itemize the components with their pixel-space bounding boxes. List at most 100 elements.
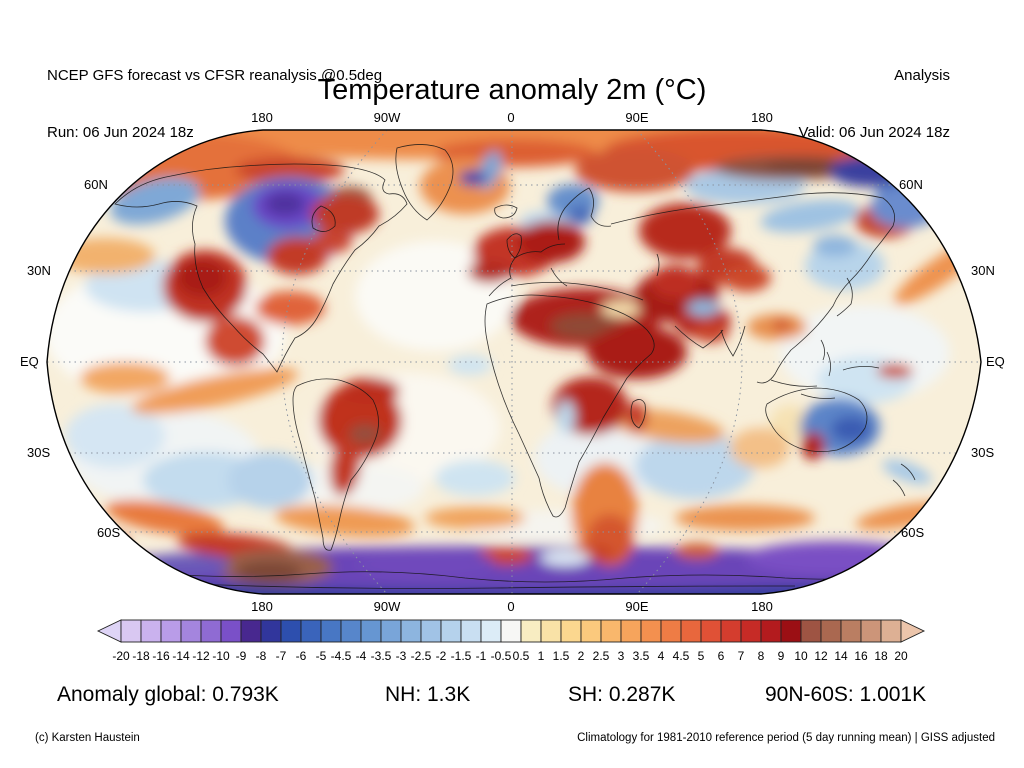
colorbar-tick-label: -0.5: [491, 649, 512, 663]
lat-label-left-30s: 30S: [27, 445, 51, 460]
colorbar-tick-label: 1.5: [553, 649, 570, 663]
run-info: Run: 06 Jun 2024 18z: [47, 124, 194, 141]
colorbar-cell: [720, 619, 742, 643]
colorbar-cell: [320, 619, 342, 643]
colorbar-cell: [460, 619, 482, 643]
stat-nh: NH: 1.3K: [385, 683, 471, 706]
coastlines: [114, 144, 930, 589]
lat-label-left-eq: EQ: [20, 354, 39, 369]
colorbar-cell: [420, 619, 442, 643]
map-outline: [46, 129, 982, 595]
colorbar-cell: [580, 619, 602, 643]
colorbar-cell: [840, 619, 862, 643]
header-right: Analysis Valid: 06 Jun 2024 18z: [798, 28, 950, 180]
colorbar-arrow: [900, 619, 926, 643]
colorbar-tick-label: -16: [152, 649, 170, 663]
lon-label-bottom-180w: 180: [251, 599, 273, 614]
colorbar-cell: [860, 619, 882, 643]
colorbar-tick-label: -2: [436, 649, 447, 663]
colorbar-tick-label: -14: [172, 649, 190, 663]
colorbar-tick-label: -5: [316, 649, 327, 663]
colorbar-cell: [520, 619, 542, 643]
colorbar-tick-label: 0.5: [513, 649, 530, 663]
colorbar-cell: [240, 619, 262, 643]
lon-label-top-0: 0: [507, 110, 515, 125]
colorbar-tick-label: -12: [192, 649, 210, 663]
lon-label-top-90w: 90W: [373, 110, 401, 125]
colorbar-cell: [280, 619, 302, 643]
lat-label-right-eq: EQ: [986, 354, 1005, 369]
colorbar-tick-label: 20: [894, 649, 908, 663]
lat-label-right-30s: 30S: [971, 445, 995, 460]
colorbar-tick-label: 2: [578, 649, 585, 663]
colorbar-cell: [360, 619, 382, 643]
footer-credit: (c) Karsten Haustein: [35, 732, 140, 744]
colorbar-tick-label: 8: [758, 649, 765, 663]
colorbar-tick-label: -10: [212, 649, 230, 663]
map-svg: [46, 129, 982, 595]
colorbar-tick-label: 1: [538, 649, 545, 663]
colorbar-tick-label: 7: [738, 649, 745, 663]
colorbar-cell: [560, 619, 582, 643]
colorbar-tick-label: 18: [874, 649, 888, 663]
colorbar-tick-label: -4: [356, 649, 367, 663]
lon-label-top-180w: 180: [251, 110, 273, 125]
colorbar-cell: [600, 619, 622, 643]
colorbar-arrow: [96, 619, 122, 643]
colorbar-tick-label: -1.5: [451, 649, 472, 663]
model-info: NCEP GFS forecast vs CFSR reanalysis @0.…: [47, 67, 383, 84]
colorbar-cell: [340, 619, 362, 643]
colorbar-cell: [200, 619, 222, 643]
header-left: NCEP GFS forecast vs CFSR reanalysis @0.…: [47, 28, 382, 180]
colorbar-cell: [540, 619, 562, 643]
analysis-label: Analysis: [894, 67, 950, 84]
stat-sh: SH: 0.287K: [568, 683, 676, 706]
lat-label-right-60n: 60N: [899, 177, 923, 192]
lon-label-top-180e: 180: [751, 110, 773, 125]
colorbar-svg: -20 -18 -16 -14 -12 -10 -9 -8 -7 -6 -5 -4.5 -4 -3.5 -3…: [96, 619, 926, 663]
colorbar-tick-label: -9: [236, 649, 247, 663]
colorbar-cell: [120, 619, 142, 643]
lat-label-left-30n: 30N: [27, 263, 51, 278]
colorbar-tick-label: -4.5: [331, 649, 352, 663]
page-title: Temperature anomaly 2m (°C): [317, 74, 707, 106]
stat-global: Anomaly global: 0.793K: [57, 683, 279, 706]
colorbar-cell: [700, 619, 722, 643]
colorbar-cell: [260, 619, 282, 643]
colorbar-cell: [400, 619, 422, 643]
colorbar-cell: [640, 619, 662, 643]
colorbar-tick-label: 16: [854, 649, 868, 663]
colorbar-tick-label: -6: [296, 649, 307, 663]
colorbar-cell: [380, 619, 402, 643]
lat-label-left-60s: 60S: [97, 525, 121, 540]
graticule: [47, 130, 981, 594]
colorbar-tick-label: -7: [276, 649, 287, 663]
colorbar-tick-label: -2.5: [411, 649, 432, 663]
colorbar-tick-label: -20: [112, 649, 130, 663]
world-map: 180 90W 0 90E 180 180 90W 0 90E 180 60N …: [20, 110, 1005, 614]
valid-info: Valid: 06 Jun 2024 18z: [798, 124, 950, 141]
anomaly-field: [47, 130, 981, 594]
colorbar-tick-label: 2.5: [593, 649, 610, 663]
colorbar-cell: [800, 619, 822, 643]
colorbar-cell: [620, 619, 642, 643]
colorbar-tick-label: 5: [698, 649, 705, 663]
colorbar-tick-label: -1: [476, 649, 487, 663]
colorbar-cell: [740, 619, 762, 643]
lon-label-bottom-90w: 90W: [373, 599, 401, 614]
colorbar-tick-label: 12: [814, 649, 828, 663]
lat-label-left-60n: 60N: [84, 177, 108, 192]
colorbar-tick-label: -3.5: [371, 649, 392, 663]
colorbar-cell: [160, 619, 182, 643]
colorbar-cell: [440, 619, 462, 643]
colorbar-cell: [880, 619, 902, 643]
lat-label-right-30n: 30N: [971, 263, 995, 278]
colorbar-tick-label: 4: [658, 649, 665, 663]
colorbar-tick-label: 10: [794, 649, 808, 663]
lon-label-bottom-180e: 180: [751, 599, 773, 614]
colorbar-tick-label: 9: [778, 649, 785, 663]
colorbar-tick-label: 6: [718, 649, 725, 663]
colorbar: -20 -18 -16 -14 -12 -10 -9 -8 -7 -6 -5 -4.5 -4 -3.5 -3…: [95, 618, 927, 666]
colorbar-cell: [680, 619, 702, 643]
colorbar-cell: [180, 619, 202, 643]
